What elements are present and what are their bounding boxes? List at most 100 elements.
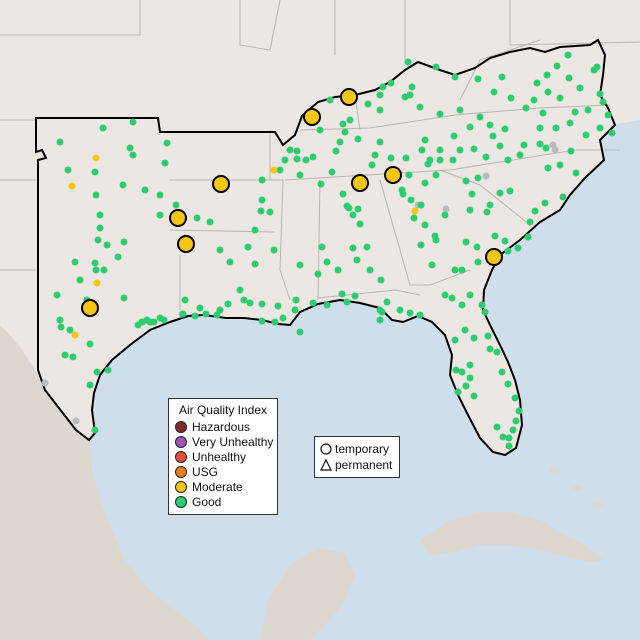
station-good[interactable] xyxy=(593,63,601,71)
station-good[interactable] xyxy=(244,243,252,251)
station-good[interactable] xyxy=(543,71,551,79)
station-good[interactable] xyxy=(490,88,498,96)
station-good[interactable] xyxy=(99,124,107,132)
station-good[interactable] xyxy=(462,177,470,185)
station-good[interactable] xyxy=(274,302,282,310)
station-good[interactable] xyxy=(396,306,404,314)
station-good[interactable] xyxy=(296,261,304,269)
station-good[interactable] xyxy=(328,168,336,176)
station-good[interactable] xyxy=(493,348,501,356)
station-good[interactable] xyxy=(452,366,460,374)
station-good[interactable] xyxy=(466,374,474,382)
station-good[interactable] xyxy=(251,260,259,268)
station-good[interactable] xyxy=(402,154,410,162)
station-good[interactable] xyxy=(536,124,544,132)
station-good[interactable] xyxy=(281,156,289,164)
station-good[interactable] xyxy=(193,214,201,222)
station-good[interactable] xyxy=(196,304,204,312)
station-good[interactable] xyxy=(426,156,434,164)
station-good[interactable] xyxy=(448,294,456,302)
station-moderate[interactable] xyxy=(93,279,101,287)
station-good[interactable] xyxy=(64,166,72,174)
station-good[interactable] xyxy=(224,300,232,308)
station-good[interactable] xyxy=(512,417,520,425)
station-good[interactable] xyxy=(387,154,395,162)
station-good[interactable] xyxy=(354,135,362,143)
station-good[interactable] xyxy=(93,368,101,376)
station-good[interactable] xyxy=(86,381,94,389)
station-good[interactable] xyxy=(418,146,426,154)
station-good[interactable] xyxy=(387,79,395,87)
station-good[interactable] xyxy=(163,139,171,147)
station-good[interactable] xyxy=(266,208,274,216)
station-moderate-large[interactable] xyxy=(384,166,402,184)
station-good[interactable] xyxy=(516,151,524,159)
station-good[interactable] xyxy=(100,266,108,274)
station-good[interactable] xyxy=(378,308,386,316)
station-good[interactable] xyxy=(76,276,84,284)
station-good[interactable] xyxy=(364,100,372,108)
station-good[interactable] xyxy=(559,193,567,201)
station-good[interactable] xyxy=(69,353,77,361)
station-good[interactable] xyxy=(552,124,560,132)
station-good[interactable] xyxy=(318,243,326,251)
station-good[interactable] xyxy=(119,181,127,189)
station-good[interactable] xyxy=(462,382,470,390)
station-good[interactable] xyxy=(377,276,385,284)
station-good[interactable] xyxy=(486,345,494,353)
station-good[interactable] xyxy=(458,368,466,376)
station-good[interactable] xyxy=(404,58,412,66)
station-good[interactable] xyxy=(86,340,94,348)
station-good[interactable] xyxy=(474,75,482,83)
station-good[interactable] xyxy=(466,206,474,214)
station-good[interactable] xyxy=(520,141,528,149)
station-good[interactable] xyxy=(346,116,354,124)
station-good[interactable] xyxy=(354,205,362,213)
station-good[interactable] xyxy=(91,426,99,434)
station-good[interactable] xyxy=(524,233,532,241)
station-good[interactable] xyxy=(542,144,550,152)
station-good[interactable] xyxy=(604,111,612,119)
station-good[interactable] xyxy=(141,186,149,194)
station-good[interactable] xyxy=(296,171,304,179)
station-good[interactable] xyxy=(501,125,509,133)
station-moderate[interactable] xyxy=(270,166,278,174)
station-good[interactable] xyxy=(428,261,436,269)
station-good[interactable] xyxy=(421,221,429,229)
station-good[interactable] xyxy=(279,314,287,322)
station-good[interactable] xyxy=(150,318,158,326)
station-good[interactable] xyxy=(436,146,444,154)
station-good[interactable] xyxy=(451,336,459,344)
station-good[interactable] xyxy=(292,296,300,304)
station-good[interactable] xyxy=(522,104,530,112)
station-good[interactable] xyxy=(258,196,266,204)
station-good[interactable] xyxy=(483,208,491,216)
station-good[interactable] xyxy=(599,98,607,106)
station-good[interactable] xyxy=(356,220,364,228)
station-good[interactable] xyxy=(172,201,180,209)
station-good[interactable] xyxy=(104,366,112,374)
station-good[interactable] xyxy=(296,328,304,336)
station-good[interactable] xyxy=(470,145,478,153)
station-good[interactable] xyxy=(314,270,322,278)
station-good[interactable] xyxy=(576,84,584,92)
station-good[interactable] xyxy=(499,433,507,441)
station-good[interactable] xyxy=(257,207,265,215)
station-good[interactable] xyxy=(341,128,349,136)
station-good[interactable] xyxy=(466,123,474,131)
station-good[interactable] xyxy=(531,207,539,215)
station-good[interactable] xyxy=(56,316,64,324)
station-good[interactable] xyxy=(351,292,359,300)
station-good[interactable] xyxy=(474,174,482,182)
station-good[interactable] xyxy=(94,236,102,244)
station-good[interactable] xyxy=(432,63,440,71)
station-good[interactable] xyxy=(271,318,279,326)
station-good[interactable] xyxy=(456,106,464,114)
station-moderate[interactable] xyxy=(71,331,79,339)
station-good[interactable] xyxy=(293,147,301,155)
station-moderate[interactable] xyxy=(411,207,419,215)
station-no-data[interactable] xyxy=(482,172,490,180)
station-good[interactable] xyxy=(206,218,214,226)
station-good[interactable] xyxy=(493,423,501,431)
station-good[interactable] xyxy=(572,169,580,177)
